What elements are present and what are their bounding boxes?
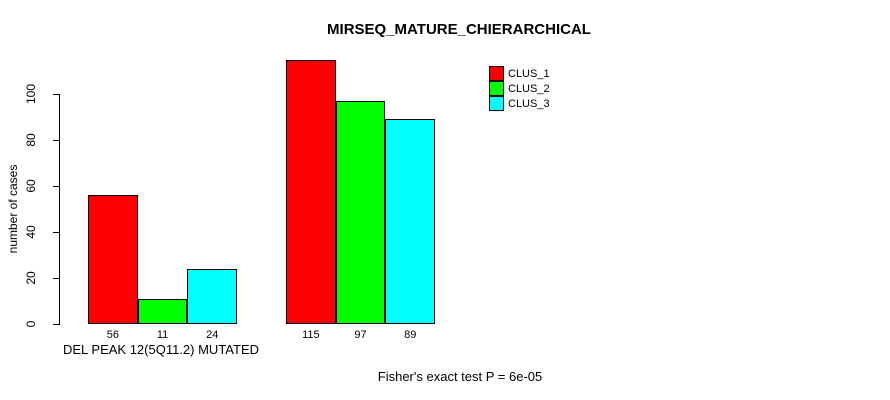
bar-clus_2-group2 [335,100,386,324]
bar-value-label: 89 [404,329,417,341]
bar-value-label: 24 [206,329,219,341]
y-tick-mark [53,185,59,187]
legend-swatch-clus_3 [489,96,504,111]
bar-clus_3-group1 [187,268,238,324]
legend-label: CLUS_1 [508,67,550,80]
bar-clus_1-group1 [88,195,138,324]
bar-value-label: 56 [106,329,119,341]
y-tick-label: 80 [24,133,38,147]
legend-swatch-clus_1 [489,66,504,81]
y-tick-label: 100 [24,83,38,105]
y-axis-label: number of cases [6,164,20,254]
bar-value-label: 115 [302,329,320,341]
bar-clus_2-group1 [137,298,188,324]
bar-value-label: 97 [354,329,367,341]
y-tick-label: 60 [24,179,38,193]
y-tick-mark [53,277,59,279]
bar-clus_3-group2 [385,119,436,324]
y-tick-mark [53,139,59,141]
y-tick-label: 40 [24,225,38,239]
y-tick-label: 20 [24,271,38,285]
legend-swatch-clus_2 [489,81,504,96]
chart-title: MIRSEQ_MATURE_CHIERARCHICAL [327,21,591,38]
bar-clus_1-group2 [286,59,336,324]
bar-value-label: 11 [156,329,169,341]
legend-label: CLUS_2 [508,82,550,95]
y-tick-mark [53,93,59,95]
annotation-text: Fisher's exact test P = 6e-05 [377,369,543,384]
y-tick-label: 0 [24,320,38,328]
y-axis-line [59,94,60,325]
x-category-label: DEL PEAK 12(5Q11.2) MUTATED [62,342,260,357]
y-tick-mark [53,231,59,233]
legend-label: CLUS_3 [508,97,550,110]
y-tick-mark [53,323,59,325]
